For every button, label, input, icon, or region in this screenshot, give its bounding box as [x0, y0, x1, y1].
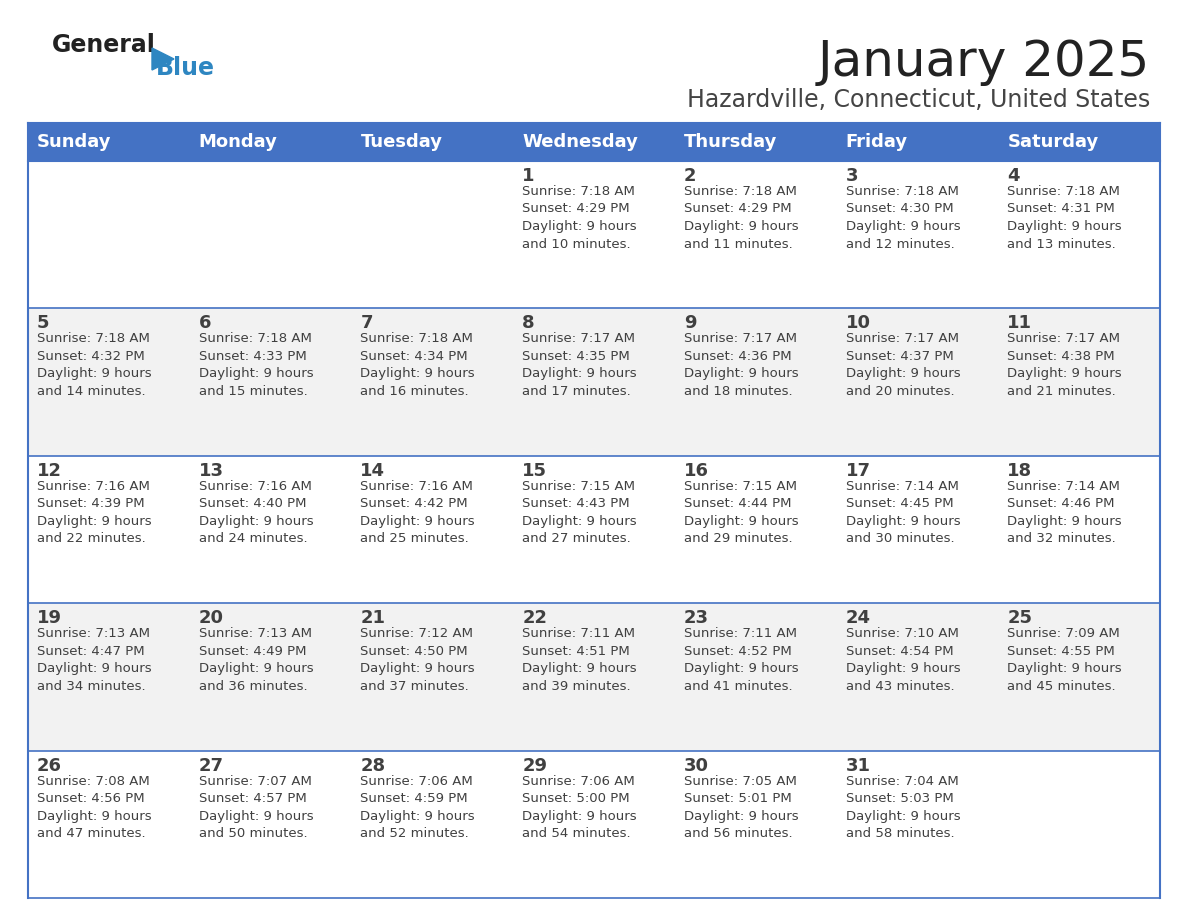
Text: Sunrise: 7:18 AM
Sunset: 4:30 PM
Daylight: 9 hours
and 12 minutes.: Sunrise: 7:18 AM Sunset: 4:30 PM Dayligh… [846, 185, 960, 251]
Text: Sunrise: 7:08 AM
Sunset: 4:56 PM
Daylight: 9 hours
and 47 minutes.: Sunrise: 7:08 AM Sunset: 4:56 PM Dayligh… [37, 775, 152, 840]
Text: Blue: Blue [156, 56, 215, 80]
Bar [29, 123, 1159, 161]
Bar [29, 603, 1159, 751]
Text: Friday: Friday [846, 133, 908, 151]
Text: 23: 23 [684, 610, 709, 627]
Text: 19: 19 [37, 610, 62, 627]
Text: 31: 31 [846, 756, 871, 775]
Text: Sunrise: 7:11 AM
Sunset: 4:52 PM
Daylight: 9 hours
and 41 minutes.: Sunrise: 7:11 AM Sunset: 4:52 PM Dayligh… [684, 627, 798, 693]
Text: Monday: Monday [198, 133, 278, 151]
Text: 6: 6 [198, 314, 211, 332]
Text: Sunrise: 7:12 AM
Sunset: 4:50 PM
Daylight: 9 hours
and 37 minutes.: Sunrise: 7:12 AM Sunset: 4:50 PM Dayligh… [360, 627, 475, 693]
Text: Sunrise: 7:17 AM
Sunset: 4:37 PM
Daylight: 9 hours
and 20 minutes.: Sunrise: 7:17 AM Sunset: 4:37 PM Dayligh… [846, 332, 960, 397]
Text: Sunrise: 7:14 AM
Sunset: 4:45 PM
Daylight: 9 hours
and 30 minutes.: Sunrise: 7:14 AM Sunset: 4:45 PM Dayligh… [846, 480, 960, 545]
Text: 1: 1 [523, 167, 535, 185]
Text: 12: 12 [37, 462, 62, 480]
Polygon shape [152, 48, 173, 70]
Text: Sunrise: 7:18 AM
Sunset: 4:34 PM
Daylight: 9 hours
and 16 minutes.: Sunrise: 7:18 AM Sunset: 4:34 PM Dayligh… [360, 332, 475, 397]
Text: 10: 10 [846, 314, 871, 332]
Text: 5: 5 [37, 314, 50, 332]
Text: General: General [52, 33, 156, 57]
Bar [29, 161, 1159, 308]
Text: Sunrise: 7:18 AM
Sunset: 4:29 PM
Daylight: 9 hours
and 10 minutes.: Sunrise: 7:18 AM Sunset: 4:29 PM Dayligh… [523, 185, 637, 251]
Text: 20: 20 [198, 610, 223, 627]
Text: Sunrise: 7:15 AM
Sunset: 4:43 PM
Daylight: 9 hours
and 27 minutes.: Sunrise: 7:15 AM Sunset: 4:43 PM Dayligh… [523, 480, 637, 545]
Text: Sunrise: 7:18 AM
Sunset: 4:29 PM
Daylight: 9 hours
and 11 minutes.: Sunrise: 7:18 AM Sunset: 4:29 PM Dayligh… [684, 185, 798, 251]
Text: Sunrise: 7:18 AM
Sunset: 4:31 PM
Daylight: 9 hours
and 13 minutes.: Sunrise: 7:18 AM Sunset: 4:31 PM Dayligh… [1007, 185, 1121, 251]
Text: Sunday: Sunday [37, 133, 112, 151]
Text: 9: 9 [684, 314, 696, 332]
Text: Wednesday: Wednesday [523, 133, 638, 151]
Text: 17: 17 [846, 462, 871, 480]
Text: Sunrise: 7:11 AM
Sunset: 4:51 PM
Daylight: 9 hours
and 39 minutes.: Sunrise: 7:11 AM Sunset: 4:51 PM Dayligh… [523, 627, 637, 693]
Text: 2: 2 [684, 167, 696, 185]
Text: Sunrise: 7:16 AM
Sunset: 4:40 PM
Daylight: 9 hours
and 24 minutes.: Sunrise: 7:16 AM Sunset: 4:40 PM Dayligh… [198, 480, 314, 545]
Text: 11: 11 [1007, 314, 1032, 332]
Text: Sunrise: 7:17 AM
Sunset: 4:35 PM
Daylight: 9 hours
and 17 minutes.: Sunrise: 7:17 AM Sunset: 4:35 PM Dayligh… [523, 332, 637, 397]
Text: Sunrise: 7:04 AM
Sunset: 5:03 PM
Daylight: 9 hours
and 58 minutes.: Sunrise: 7:04 AM Sunset: 5:03 PM Dayligh… [846, 775, 960, 840]
Text: Sunrise: 7:18 AM
Sunset: 4:33 PM
Daylight: 9 hours
and 15 minutes.: Sunrise: 7:18 AM Sunset: 4:33 PM Dayligh… [198, 332, 314, 397]
Text: Sunrise: 7:07 AM
Sunset: 4:57 PM
Daylight: 9 hours
and 50 minutes.: Sunrise: 7:07 AM Sunset: 4:57 PM Dayligh… [198, 775, 314, 840]
Text: Tuesday: Tuesday [360, 133, 442, 151]
Text: 22: 22 [523, 610, 548, 627]
Text: 15: 15 [523, 462, 548, 480]
Text: Sunrise: 7:13 AM
Sunset: 4:49 PM
Daylight: 9 hours
and 36 minutes.: Sunrise: 7:13 AM Sunset: 4:49 PM Dayligh… [198, 627, 314, 693]
Text: Sunrise: 7:15 AM
Sunset: 4:44 PM
Daylight: 9 hours
and 29 minutes.: Sunrise: 7:15 AM Sunset: 4:44 PM Dayligh… [684, 480, 798, 545]
Text: Sunrise: 7:06 AM
Sunset: 5:00 PM
Daylight: 9 hours
and 54 minutes.: Sunrise: 7:06 AM Sunset: 5:00 PM Dayligh… [523, 775, 637, 840]
Text: 7: 7 [360, 314, 373, 332]
Text: Sunrise: 7:06 AM
Sunset: 4:59 PM
Daylight: 9 hours
and 52 minutes.: Sunrise: 7:06 AM Sunset: 4:59 PM Dayligh… [360, 775, 475, 840]
Text: Hazardville, Connecticut, United States: Hazardville, Connecticut, United States [687, 88, 1150, 112]
Bar [29, 751, 1159, 898]
Text: 8: 8 [523, 314, 535, 332]
Text: Sunrise: 7:10 AM
Sunset: 4:54 PM
Daylight: 9 hours
and 43 minutes.: Sunrise: 7:10 AM Sunset: 4:54 PM Dayligh… [846, 627, 960, 693]
Text: 21: 21 [360, 610, 385, 627]
Text: Sunrise: 7:16 AM
Sunset: 4:39 PM
Daylight: 9 hours
and 22 minutes.: Sunrise: 7:16 AM Sunset: 4:39 PM Dayligh… [37, 480, 152, 545]
Text: Sunrise: 7:18 AM
Sunset: 4:32 PM
Daylight: 9 hours
and 14 minutes.: Sunrise: 7:18 AM Sunset: 4:32 PM Dayligh… [37, 332, 152, 397]
Text: Thursday: Thursday [684, 133, 777, 151]
Text: 3: 3 [846, 167, 858, 185]
Text: 27: 27 [198, 756, 223, 775]
Text: Sunrise: 7:09 AM
Sunset: 4:55 PM
Daylight: 9 hours
and 45 minutes.: Sunrise: 7:09 AM Sunset: 4:55 PM Dayligh… [1007, 627, 1121, 693]
Bar [29, 308, 1159, 456]
Text: 4: 4 [1007, 167, 1019, 185]
Text: Sunrise: 7:14 AM
Sunset: 4:46 PM
Daylight: 9 hours
and 32 minutes.: Sunrise: 7:14 AM Sunset: 4:46 PM Dayligh… [1007, 480, 1121, 545]
Text: 29: 29 [523, 756, 548, 775]
Text: Sunrise: 7:16 AM
Sunset: 4:42 PM
Daylight: 9 hours
and 25 minutes.: Sunrise: 7:16 AM Sunset: 4:42 PM Dayligh… [360, 480, 475, 545]
Bar [29, 456, 1159, 603]
Text: Sunrise: 7:17 AM
Sunset: 4:38 PM
Daylight: 9 hours
and 21 minutes.: Sunrise: 7:17 AM Sunset: 4:38 PM Dayligh… [1007, 332, 1121, 397]
Text: 28: 28 [360, 756, 386, 775]
Text: Sunrise: 7:05 AM
Sunset: 5:01 PM
Daylight: 9 hours
and 56 minutes.: Sunrise: 7:05 AM Sunset: 5:01 PM Dayligh… [684, 775, 798, 840]
Text: 30: 30 [684, 756, 709, 775]
Text: Sunrise: 7:17 AM
Sunset: 4:36 PM
Daylight: 9 hours
and 18 minutes.: Sunrise: 7:17 AM Sunset: 4:36 PM Dayligh… [684, 332, 798, 397]
Text: 24: 24 [846, 610, 871, 627]
Text: 18: 18 [1007, 462, 1032, 480]
Text: January 2025: January 2025 [817, 38, 1150, 86]
Text: 16: 16 [684, 462, 709, 480]
Text: 25: 25 [1007, 610, 1032, 627]
Text: 26: 26 [37, 756, 62, 775]
Text: 14: 14 [360, 462, 385, 480]
Text: Saturday: Saturday [1007, 133, 1099, 151]
Text: Sunrise: 7:13 AM
Sunset: 4:47 PM
Daylight: 9 hours
and 34 minutes.: Sunrise: 7:13 AM Sunset: 4:47 PM Dayligh… [37, 627, 152, 693]
Text: 13: 13 [198, 462, 223, 480]
